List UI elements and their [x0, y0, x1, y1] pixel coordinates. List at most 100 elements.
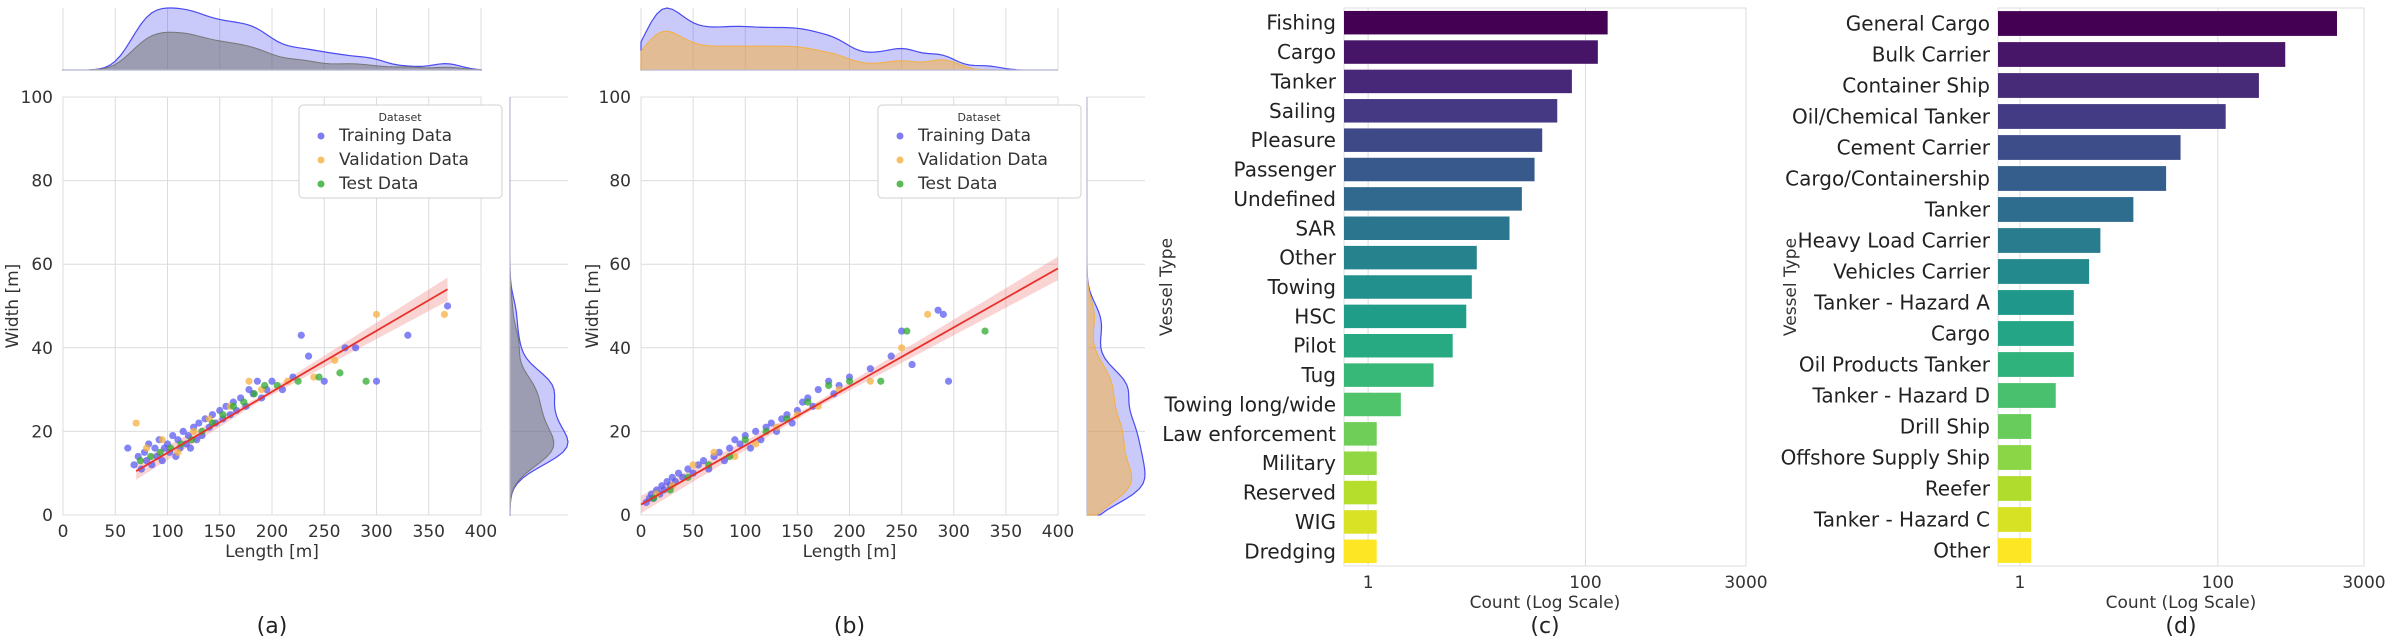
x-tick-label: 1: [2015, 573, 2026, 593]
legend-marker: [317, 156, 325, 164]
bar: [1344, 10, 1608, 35]
bar: [1998, 73, 2259, 98]
legend-label: Test Data: [917, 174, 997, 194]
category-label: Other: [1279, 246, 1337, 270]
bar: [1998, 197, 2134, 222]
legend-marker: [317, 180, 325, 188]
y-tick-label: 0: [620, 506, 631, 526]
category-label: HSC: [1294, 304, 1336, 328]
bar: [1344, 304, 1467, 329]
bar: [1344, 333, 1453, 358]
legend-label: Test Data: [338, 174, 418, 194]
x-axis-label: Length [m]: [803, 542, 897, 562]
data-point: [362, 377, 370, 385]
category-label: Bulk Carrier: [1872, 43, 1991, 67]
category-label: SAR: [1295, 216, 1336, 240]
category-label: Cargo/Containership: [1785, 167, 1990, 191]
bar: [1344, 275, 1472, 299]
category-label: Tanker - Hazard D: [1811, 384, 1990, 408]
bar: [1998, 135, 2181, 160]
category-label: WIG: [1295, 510, 1336, 534]
data-point: [320, 377, 328, 385]
y-tick-label: 80: [31, 172, 53, 192]
data-point: [268, 377, 276, 385]
bar: [1344, 392, 1401, 417]
data-point: [877, 377, 885, 385]
bar: [1998, 42, 2286, 67]
category-label: Passenger: [1234, 158, 1337, 182]
x-tick-label: 0: [636, 522, 647, 542]
bar: [1998, 538, 2032, 563]
data-point: [404, 331, 412, 339]
data-point: [297, 331, 305, 339]
x-tick-label: 300: [938, 522, 970, 542]
bar: [1344, 451, 1377, 475]
x-tick-label: 3000: [1724, 573, 1767, 593]
bar: [1998, 383, 2056, 408]
data-point: [124, 444, 132, 452]
data-point: [219, 411, 227, 419]
data-point: [250, 390, 258, 398]
category-label: Offshore Supply Ship: [1781, 446, 1990, 470]
legend-box: [877, 104, 1082, 199]
x-tick-label: 350: [413, 522, 445, 542]
data-point: [179, 427, 187, 435]
data-point: [866, 377, 874, 385]
category-label: Drill Ship: [1900, 415, 1990, 439]
legend-marker: [896, 180, 904, 188]
data-point: [443, 302, 452, 310]
bar: [1998, 507, 2032, 532]
category-label: Towing long/wide: [1163, 392, 1336, 416]
y-axis-label: Width [m]: [583, 264, 603, 349]
data-point: [731, 452, 739, 461]
category-label: Reefer: [1925, 477, 1991, 501]
regression-line: [640, 267, 1059, 506]
data-point: [908, 360, 916, 369]
data-point: [278, 386, 287, 394]
category-label: Fishing: [1266, 11, 1336, 35]
data-point: [924, 310, 932, 318]
bar: [1998, 11, 2337, 36]
legend-marker: [896, 156, 904, 164]
bar: [1344, 539, 1377, 564]
data-point: [336, 369, 344, 377]
category-label: Cement Carrier: [1837, 136, 1991, 160]
category-label: Tanker: [1924, 198, 1991, 222]
y-tick-label: 80: [609, 172, 631, 192]
data-point: [440, 310, 449, 318]
data-point: [944, 377, 953, 385]
data-point: [752, 440, 760, 448]
data-point: [174, 448, 182, 456]
x-tick-label: 100: [1569, 573, 1601, 593]
x-axis-label: Length [m]: [225, 542, 319, 562]
x-axis-label: Count (Log Scale): [2106, 593, 2257, 613]
data-point: [689, 461, 697, 469]
data-point: [190, 427, 198, 435]
data-point: [229, 402, 237, 410]
right-marginal-kde-inner: [509, 97, 555, 516]
bar: [1344, 216, 1510, 241]
data-point: [710, 448, 718, 456]
plot-area: [1997, 7, 2365, 567]
y-tick-label: 40: [609, 339, 631, 359]
y-axis-label: Vessel Type: [1781, 238, 1801, 336]
data-point: [715, 448, 723, 456]
x-tick-label: 100: [151, 522, 183, 542]
y-tick-label: 100: [21, 88, 53, 108]
data-point: [699, 457, 708, 465]
category-label: Cargo: [1277, 40, 1336, 64]
data-point: [253, 377, 261, 385]
data-point: [866, 365, 874, 373]
y-axis-label: Width [m]: [3, 264, 23, 349]
y-tick-label: 60: [31, 255, 53, 275]
bar: [1998, 414, 2032, 439]
data-point: [845, 377, 854, 385]
category-label: Towing: [1267, 275, 1336, 299]
category-label: Cargo: [1931, 322, 1990, 346]
category-label: Tanker - Hazard A: [1813, 291, 1990, 315]
x-tick-label: 50: [104, 522, 126, 542]
data-point: [903, 327, 911, 335]
data-point: [939, 310, 947, 318]
x-tick-label: 50: [682, 522, 704, 542]
